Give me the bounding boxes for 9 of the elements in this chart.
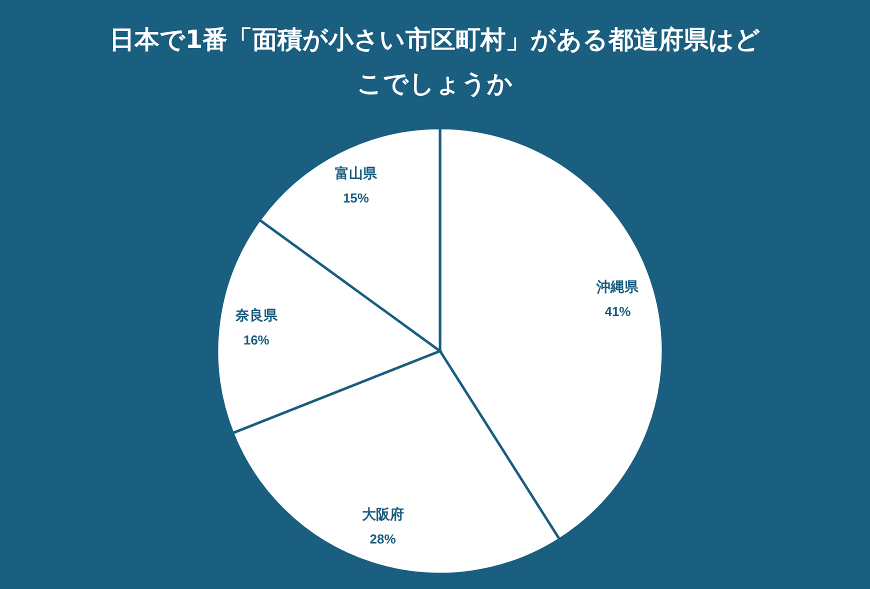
- slice-label: 富山県: [334, 165, 378, 182]
- data-label: 28%: [370, 532, 396, 547]
- data-label: 41%: [604, 304, 632, 319]
- slice-label: 奈良県: [234, 306, 278, 324]
- slice-label: 大阪府: [362, 506, 404, 524]
- slice-label: 沖縄県: [596, 279, 640, 296]
- chart-title: 日本で1番「面積が小さい市区町村」がある都道府県はどこでしょうか: [108, 24, 762, 100]
- data-label: 16%: [243, 332, 270, 348]
- data-label: 15%: [342, 190, 370, 206]
